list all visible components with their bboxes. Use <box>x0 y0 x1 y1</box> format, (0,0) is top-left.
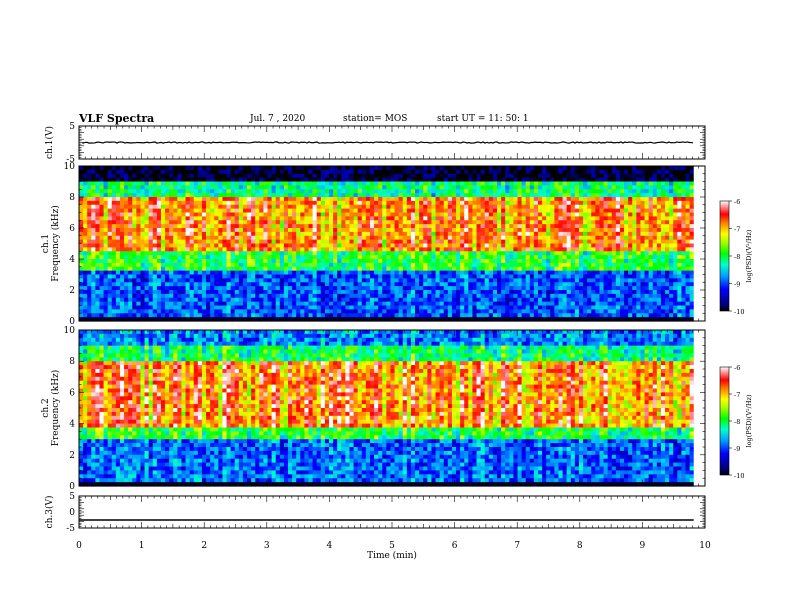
ytick-label: 4 <box>69 420 75 430</box>
colorbar-tick-label: -10 <box>734 308 744 316</box>
start-ut-label: start UT = 11: 50: 1 <box>437 114 529 124</box>
y-axis-label-channel: ch.2 <box>41 398 51 417</box>
xtick-label: 7 <box>514 541 520 551</box>
y-axis-label-frequency: Frequency (kHz) <box>50 205 61 282</box>
ytick-label: 6 <box>69 388 75 398</box>
xtick-label: 2 <box>201 541 207 551</box>
ytick-label: 5 <box>69 492 75 502</box>
colorbar-ch2 <box>719 366 730 476</box>
ytick-label: 4 <box>69 255 75 265</box>
ytick-label: 2 <box>69 451 75 461</box>
ytick-label: 6 <box>69 224 75 234</box>
ytick-label: 8 <box>69 357 75 367</box>
ch1-spectrogram-image <box>79 166 705 322</box>
ytick-label: -5 <box>66 155 75 165</box>
chart-title: VLF Spectra <box>79 112 155 125</box>
station-label: station= MOS <box>343 114 408 124</box>
colorbar-ch1 <box>719 200 730 312</box>
colorbar-tick-label: -6 <box>734 198 740 206</box>
xtick-label: 5 <box>389 541 395 551</box>
xtick-label: 0 <box>76 541 82 551</box>
ytick-label: 10 <box>64 162 76 172</box>
ytick-label: 0 <box>69 317 75 327</box>
y-axis-label-channel: ch.1 <box>41 234 51 253</box>
date-label: Jul. 7 , 2020 <box>250 114 306 124</box>
colorbar-tick-label: -9 <box>734 445 740 453</box>
xtick-label: 6 <box>452 541 458 551</box>
ytick-label: 8 <box>69 193 75 203</box>
ytick-label: 2 <box>69 286 75 296</box>
colorbar-tick-label: -7 <box>734 226 740 234</box>
y-axis-label: ch.1(V) <box>44 126 55 159</box>
y-axis-label-frequency: Frequency (kHz) <box>50 370 61 447</box>
ch1-voltage-trace <box>82 141 694 144</box>
colorbar-tick-label: -10 <box>734 472 744 480</box>
ch2-spectrogram-image <box>79 330 705 487</box>
xtick-label: 3 <box>264 541 270 551</box>
xtick-label: 9 <box>640 541 646 551</box>
ytick-label: 5 <box>69 122 75 132</box>
colorbar-label: log(PSD)(V²/Hz) <box>745 229 753 282</box>
colorbar-tick-label: -9 <box>734 281 740 289</box>
colorbar-tick-label: -7 <box>734 391 740 399</box>
ytick-label: 10 <box>64 326 76 336</box>
colorbar-tick-label: -8 <box>734 253 740 261</box>
colorbar-label: log(PSD)(V²/Hz) <box>745 394 753 447</box>
colorbar-tick-label: -8 <box>734 418 740 426</box>
y-axis-label: ch.3(V) <box>44 496 55 529</box>
xtick-label: 8 <box>577 541 583 551</box>
ytick-label: 0 <box>69 508 75 518</box>
ytick-label: 0 <box>69 482 75 492</box>
x-axis-label: Time (min) <box>367 550 417 561</box>
ytick-label: -5 <box>66 524 75 534</box>
xtick-label: 1 <box>139 541 145 551</box>
colorbar-tick-label: -6 <box>734 364 740 372</box>
xtick-label: 4 <box>327 541 333 551</box>
xtick-label: 10 <box>699 541 711 551</box>
